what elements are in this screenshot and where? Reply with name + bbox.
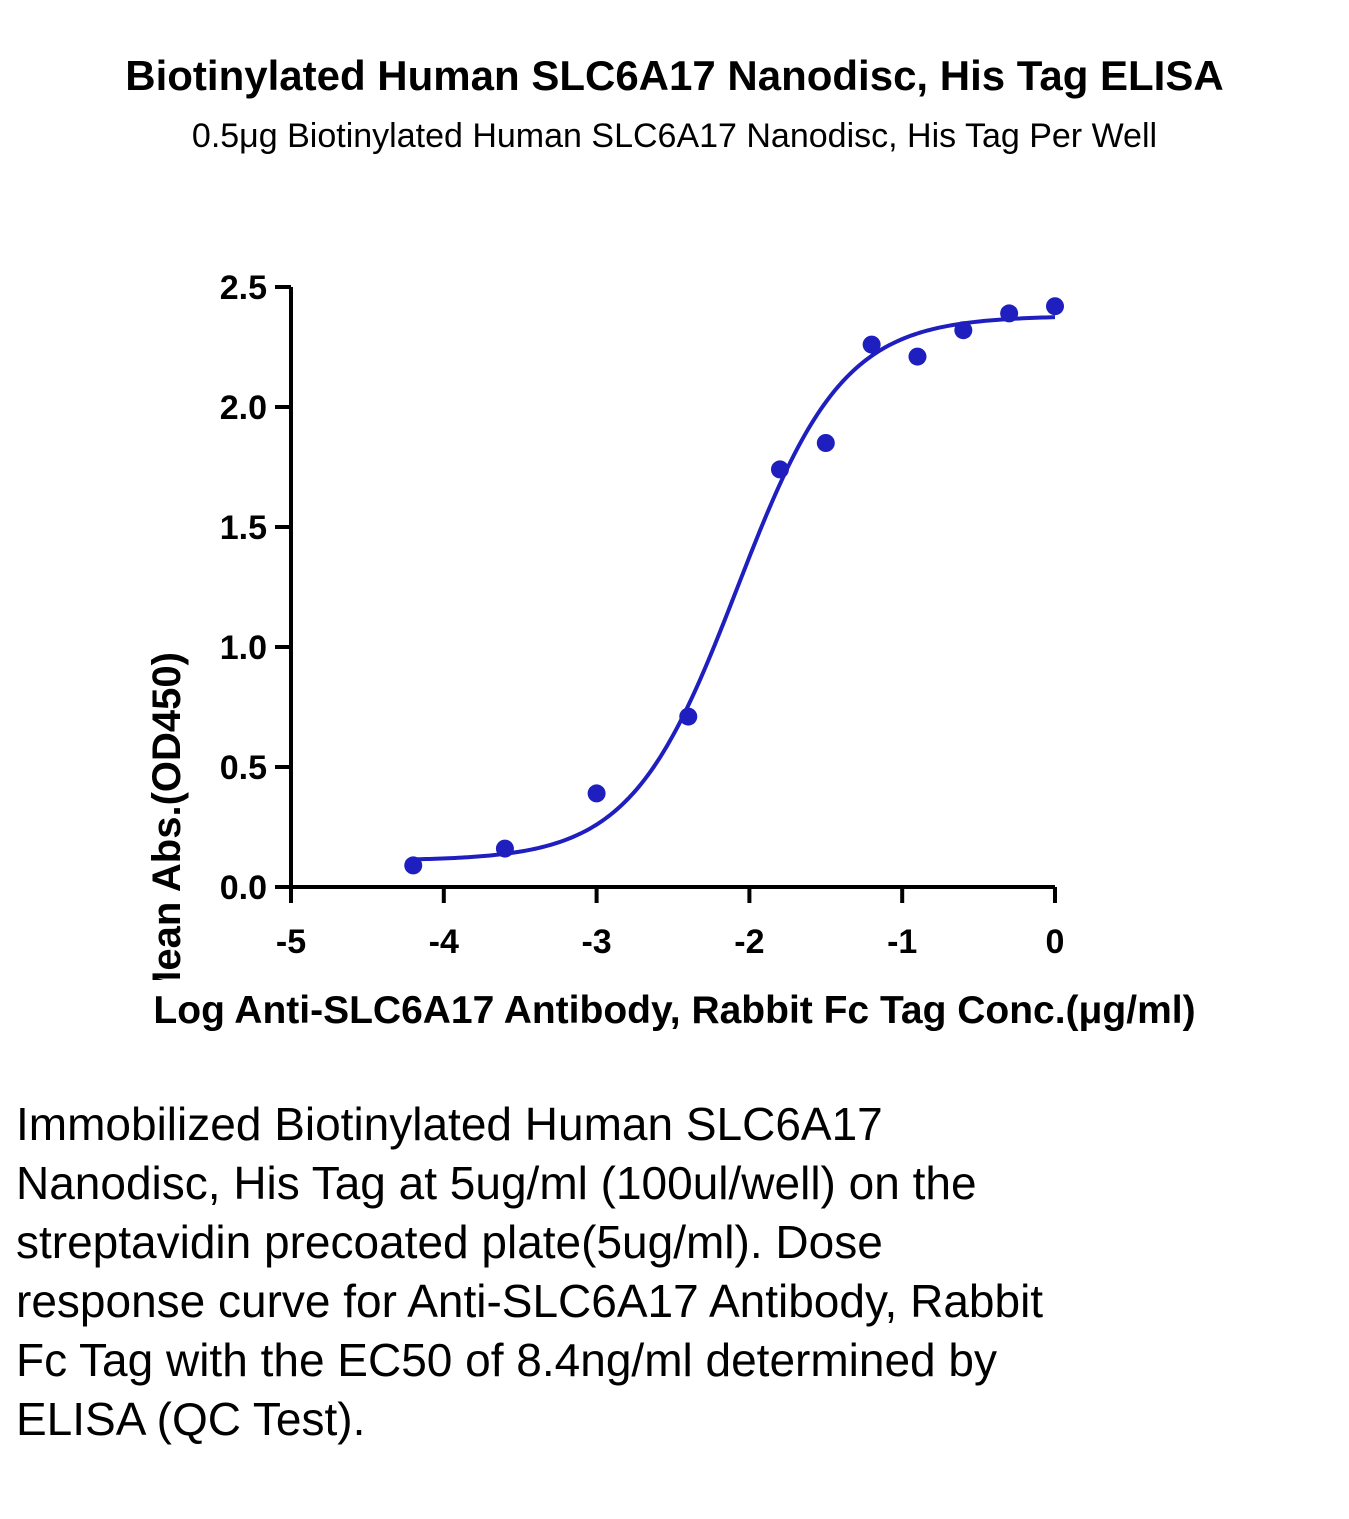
y-tick-label: 1.5 [220,509,267,547]
x-axis-label: Log Anti-SLC6A17 Antibody, Rabbit Fc Tag… [153,989,1196,1032]
y-tick-label: 1.0 [220,629,267,667]
x-tick-label: -4 [429,923,459,961]
axes: 0.0 0.5 1.0 1.5 2.0 2.5 -5 -4 -3 -2 -1 0 [220,269,1065,961]
x-tick-label: -3 [581,923,611,961]
fit-curve-layer [413,315,1056,862]
x-tick-label: -5 [276,923,306,961]
data-point [587,784,606,803]
data-point [679,707,698,726]
y-tick-label: 2.0 [220,389,267,427]
data-point [908,347,927,366]
data-point [495,839,514,858]
fit-curve [413,315,1056,862]
data-point [1000,304,1019,323]
x-tick-label: -1 [887,923,917,961]
data-point [404,856,423,875]
data-point [770,460,789,479]
data-points-layer [404,297,1064,875]
chart-subtitle: 0.5μg Biotinylated Human SLC6A17 Nanodis… [191,117,1158,155]
y-tick-label: 2.5 [220,269,267,307]
y-axis-label: Mean Abs.(OD450) [145,652,189,980]
y-tick-label: 0.5 [220,749,267,787]
elisa-chart: Mean Abs.(OD450) 0.0 0.5 1.0 1.5 2.0 2.5 -5 -4 -… [145,269,1065,980]
data-point [1046,297,1064,316]
figure-caption: Immobilized Biotinylated Human SLC6A17 N… [16,1098,1044,1445]
data-point [816,434,835,452]
x-tick-label: 0 [1046,923,1065,961]
y-tick-label: 0.0 [220,869,267,907]
data-point [862,335,881,354]
x-tick-label: -2 [734,923,764,961]
chart-title: Biotinylated Human SLC6A17 Nanodisc, His… [125,52,1224,99]
data-point [954,321,973,340]
